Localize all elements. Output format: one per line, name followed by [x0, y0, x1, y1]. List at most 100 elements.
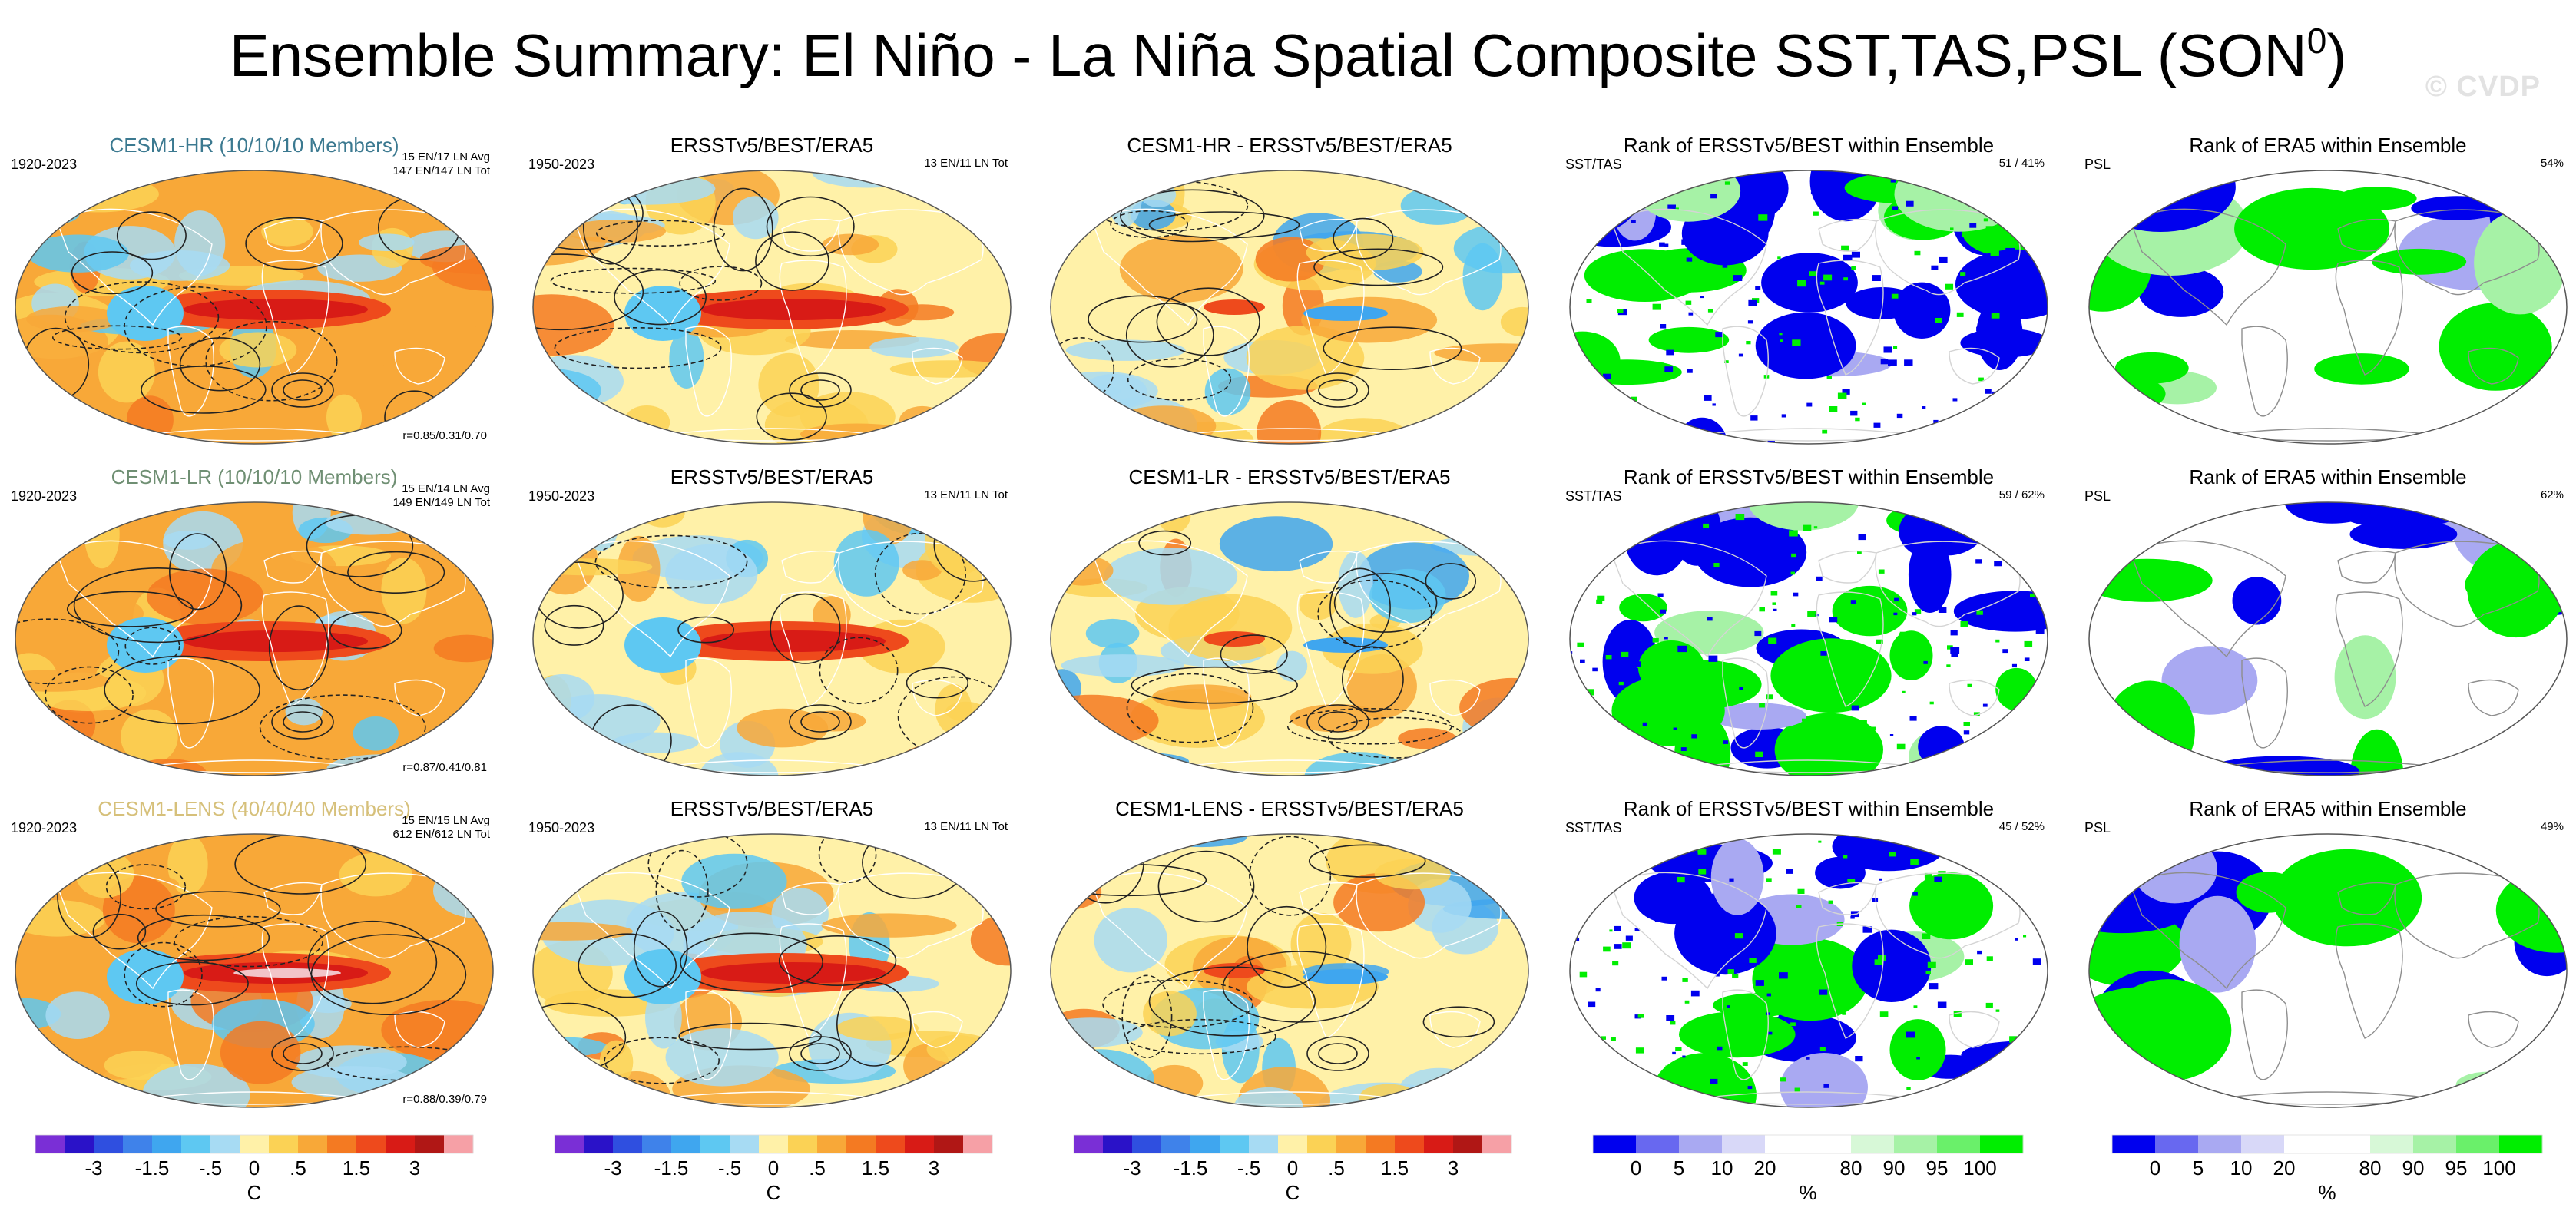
anomaly-patch — [127, 395, 174, 444]
anomaly-patch — [1359, 1084, 1419, 1110]
rank-speckle — [1604, 761, 1608, 764]
rank-speckle — [1739, 687, 1743, 690]
rank-speckle — [1795, 1088, 1800, 1092]
rank-speckle — [1636, 1047, 1644, 1053]
anomaly-patch — [1301, 297, 1437, 343]
rank-region — [1624, 499, 1689, 575]
rank-speckle — [1588, 1002, 1595, 1008]
rank-speckle — [1631, 220, 1635, 223]
rank-speckle — [1677, 646, 1687, 652]
colorbar-tick-label: 10 — [2230, 1156, 2253, 1180]
colorbar-tick-label: 95 — [2445, 1156, 2468, 1180]
rank-speckle — [1939, 257, 1948, 263]
rank-speckle — [1576, 175, 1581, 178]
colorbar-swatch — [2456, 1135, 2500, 1153]
rank-speckle — [1866, 657, 1872, 660]
stats-line-1: 15 EN/14 LN Avg — [393, 482, 490, 496]
rank-speckle — [1951, 630, 1958, 635]
rank-sst-map — [1565, 831, 2052, 1110]
main-title-text: Ensemble Summary: El Niño - La Niña Spat… — [230, 22, 2307, 89]
panel-model-row-2: CESM1-LR (10/10/10 Members) 1920-2023 15… — [5, 455, 504, 785]
panel-model-row-3: CESM1-LENS (40/40/40 Members) 1920-2023 … — [5, 786, 504, 1117]
anomaly-patch — [17, 399, 55, 422]
pattern-correlation: r=0.88/0.39/0.79 — [402, 1093, 487, 1106]
rank-speckle — [1922, 308, 1929, 313]
rank-speckle — [1879, 660, 1885, 665]
rank-speckle — [2004, 522, 2010, 527]
rank-speckle — [1957, 833, 1966, 839]
rank-speckle — [1670, 1021, 1676, 1025]
rank-speckle — [1843, 855, 1847, 858]
rank-speckle — [1986, 1003, 1993, 1008]
anomaly-patch — [666, 1028, 779, 1086]
rank-speckle — [1707, 617, 1713, 620]
rank-speckle — [1888, 359, 1897, 366]
rank-speckle — [1787, 951, 1795, 956]
rank-region — [1909, 872, 1993, 939]
rank-speckle — [1923, 661, 1928, 664]
anomaly-patch — [41, 200, 80, 223]
rank-speckle — [1700, 296, 1704, 298]
rank-region — [1591, 1084, 1660, 1110]
rank-speckle — [2047, 1031, 2052, 1035]
rank-speckle — [1809, 271, 1816, 276]
rank-speckle — [1694, 853, 1698, 855]
rank-speckle — [1920, 170, 1923, 173]
anomaly-patch — [959, 725, 995, 749]
rank-speckle — [1674, 728, 1677, 730]
rank-region — [2105, 979, 2232, 1081]
colorbar-swatch — [934, 1135, 964, 1153]
rank-region — [2132, 835, 2217, 903]
panel-title: ERSSTv5/BEST/ERA5 — [522, 465, 1021, 489]
rank-speckle — [2005, 248, 2015, 254]
colorbar-tick-label: 3 — [929, 1156, 939, 1180]
rank-speckle — [1856, 184, 1865, 189]
rank-speckle — [1829, 1011, 1835, 1015]
rank-speckle — [1566, 730, 1569, 732]
colorbar-swatch — [1074, 1135, 1104, 1153]
rank-speckle — [1829, 901, 1833, 904]
colorbar-swatch — [356, 1135, 386, 1153]
rank-speckle — [1819, 990, 1827, 995]
rank-speckle — [1862, 403, 1866, 405]
rank-speckle — [1992, 606, 2001, 612]
anomaly-patch — [681, 854, 786, 909]
anomaly-patch — [836, 1016, 919, 1040]
rank-speckle — [1881, 359, 1889, 365]
colorbar-tick-label: 0 — [2150, 1156, 2160, 1180]
rank-speckle — [1706, 690, 1713, 694]
rank-speckle — [1993, 843, 2002, 849]
colorbar-swatch — [94, 1135, 124, 1153]
rank-speckle — [1746, 341, 1750, 344]
rank-speckle — [1691, 991, 1700, 997]
rank-speckle — [1759, 607, 1765, 611]
rank-speckle — [1723, 264, 1728, 268]
rank-speckle — [1713, 563, 1719, 567]
rank-speckle — [2014, 710, 2022, 716]
colorbar-tick-label: 10 — [1711, 1156, 1733, 1180]
anomaly-patch — [1483, 424, 1533, 447]
rank-speckle — [2021, 330, 2025, 333]
rank-speckle — [1922, 933, 1930, 939]
rank-speckle — [1666, 1015, 1674, 1021]
rank-speckle — [2023, 935, 2026, 938]
rank-speckle — [1755, 752, 1763, 757]
rank-speckle — [1910, 716, 1917, 720]
anomaly-patch — [11, 831, 124, 853]
rank-speckle — [1878, 955, 1886, 961]
rank-speckle — [1766, 694, 1773, 699]
rank-speckle — [1697, 961, 1700, 963]
rank-speckle — [1961, 621, 1968, 627]
colorbar-swatch — [2241, 1135, 2285, 1153]
rank-region — [1890, 1019, 1946, 1080]
rank-speckle — [1893, 613, 1897, 615]
rank-region — [1852, 930, 1931, 1002]
rank-speckle — [1637, 714, 1646, 720]
anomaly-patch — [890, 360, 1012, 378]
colorbar-swatch — [846, 1135, 876, 1153]
colorbar-swatch — [415, 1135, 445, 1153]
rank-speckle — [1687, 369, 1693, 372]
